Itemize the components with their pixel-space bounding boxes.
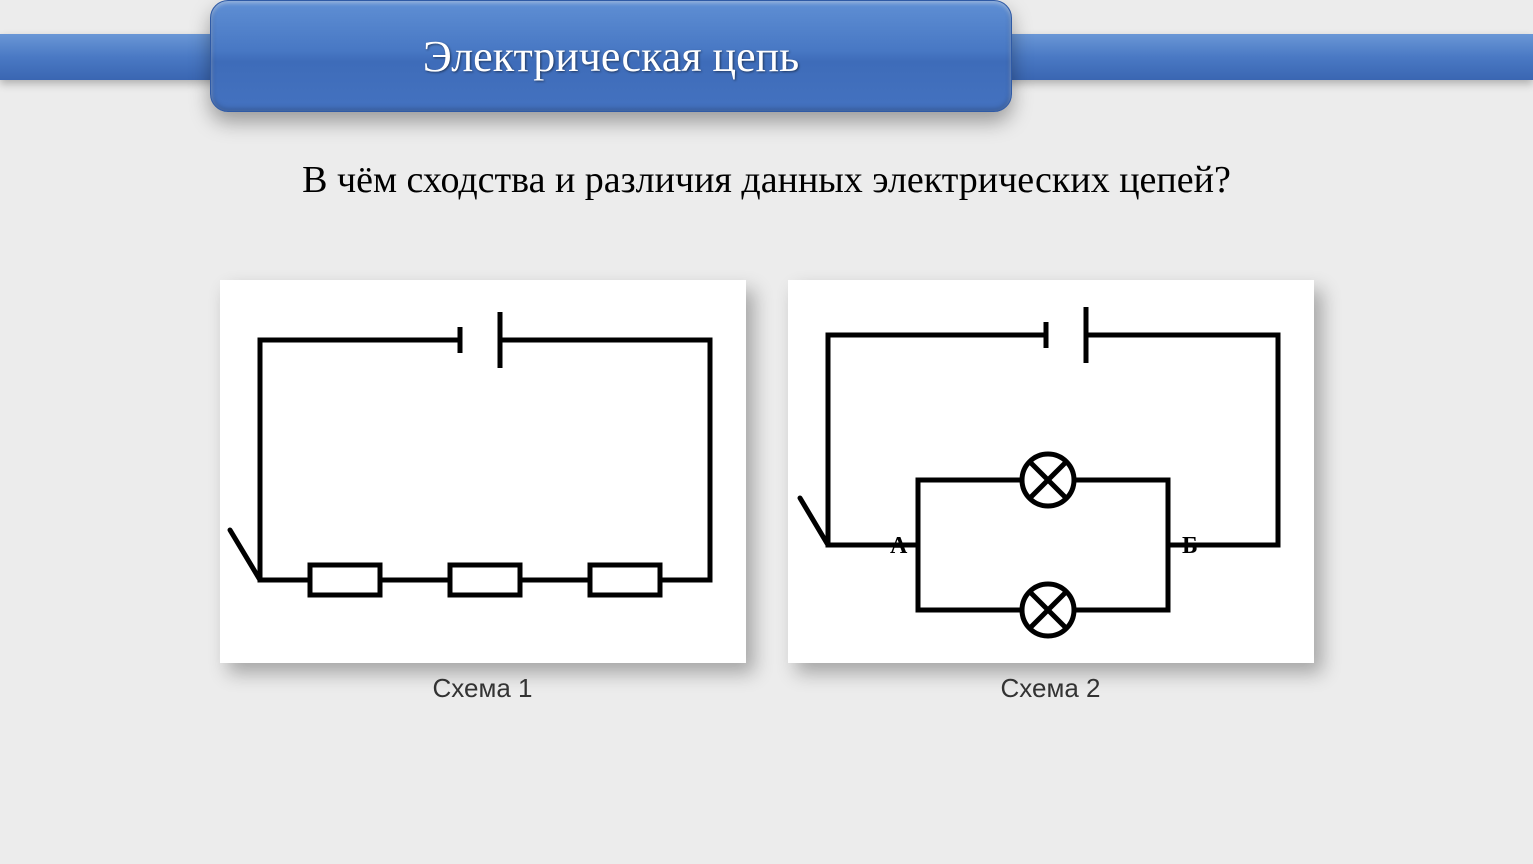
circuit-diagram-2: АБ [788,280,1314,658]
diagram-1 [220,280,746,663]
caption-2: Схема 2 [1001,673,1101,704]
diagram-panels: Схема 1 АБ Схема 2 [0,280,1533,704]
panel-scheme-1: Схема 1 [220,280,746,704]
circuit-diagram-1 [220,280,746,658]
slide-title: Электрическая цепь [423,31,800,82]
diagram-2: АБ [788,280,1314,663]
panel-scheme-2: АБ Схема 2 [788,280,1314,704]
caption-1: Схема 1 [433,673,533,704]
svg-text:Б: Б [1182,533,1198,559]
svg-text:А: А [890,533,908,559]
title-plaque: Электрическая цепь [210,0,1012,112]
slide: Электрическая цепь В чём сходства и разл… [0,0,1533,864]
question-text: В чём сходства и различия данных электри… [0,158,1533,202]
